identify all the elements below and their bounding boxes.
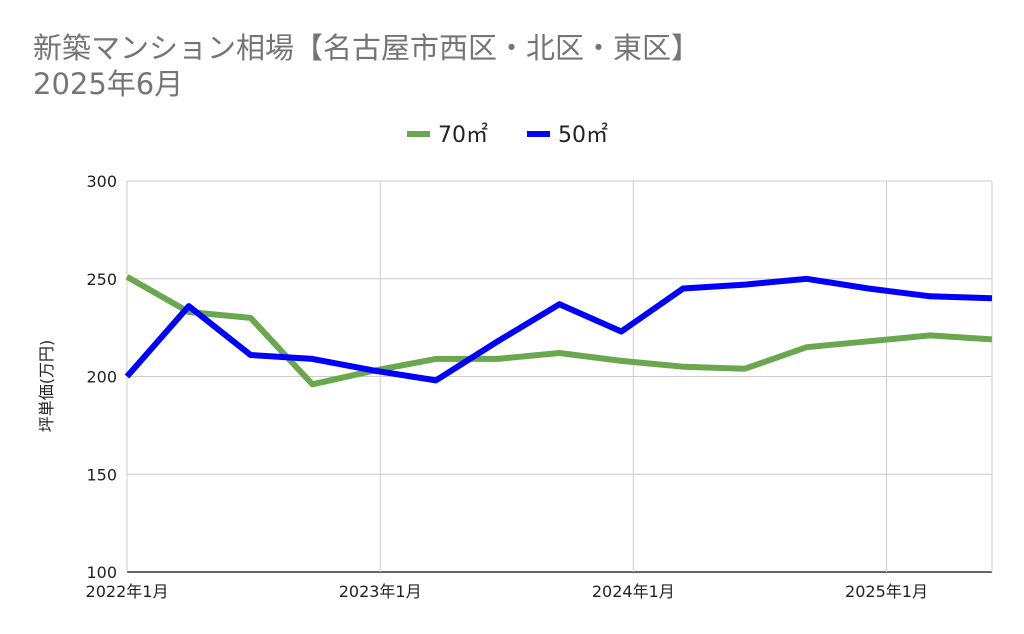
series-layer bbox=[124, 274, 993, 388]
gridlines bbox=[126, 180, 993, 573]
y-tick-label: 150 bbox=[86, 465, 117, 484]
x-tick-label: 2022年1月 bbox=[86, 582, 169, 601]
x-tick-label: 2023年1月 bbox=[339, 582, 422, 601]
series-line-1 bbox=[124, 275, 993, 384]
x-tick-label: 2025年1月 bbox=[845, 582, 928, 601]
chart-title-line1: 新築マンション相場【名古屋市西区・北区・東区】 bbox=[33, 31, 700, 65]
y-tick-label: 100 bbox=[86, 563, 117, 582]
y-tick-label: 300 bbox=[86, 172, 117, 191]
legend-label-70: 70㎡ bbox=[438, 122, 488, 148]
y-tick-label: 200 bbox=[86, 368, 117, 387]
y-axis-title: 坪単価(万円) bbox=[37, 340, 56, 433]
legend: 70㎡ 50㎡ bbox=[407, 122, 608, 148]
chart-title-line2: 2025年6月 bbox=[33, 67, 183, 101]
series-line-0 bbox=[125, 274, 993, 388]
x-tick-label: 2024年1月 bbox=[592, 582, 675, 601]
y-tick-label: 250 bbox=[86, 270, 117, 289]
legend-label-50: 50㎡ bbox=[558, 122, 608, 148]
